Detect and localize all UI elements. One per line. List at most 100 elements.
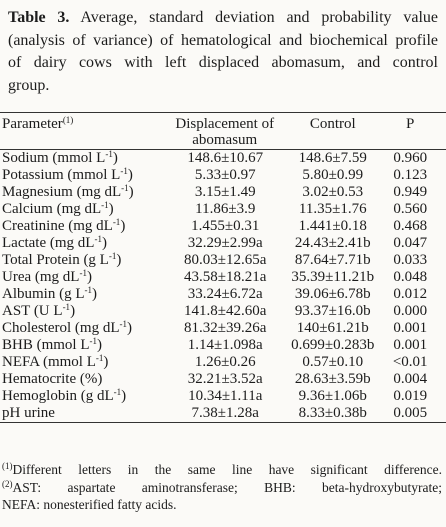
cell-p-value: <0.01 [392, 354, 428, 370]
cell-control: 35.39±11.21b [291, 269, 375, 285]
cell-parameter: AST (U L-1) [0, 303, 159, 320]
cell-control: 0.699±0.283b [291, 337, 375, 353]
footnote-2: (2)AST: aspartate aminotransferase; BHB:… [2, 479, 442, 497]
parameter-name: Sodium (mmol L [2, 150, 106, 166]
table-row: Lactate (mg dL-1) 32.29±2.99a 24.43±2.41b 0… [0, 235, 446, 252]
parameter-close: ) [127, 167, 133, 183]
cell-displacement: 43.58±18.21a [184, 269, 267, 285]
parameter-unit-exponent: -1 [89, 336, 98, 346]
parameter-name: Hematocrite (%) [2, 371, 103, 387]
cell-control: 93.37±16.0b [294, 303, 371, 319]
parameter-unit-exponent: -1 [108, 251, 117, 261]
parameter-unit-exponent: -1 [101, 200, 109, 210]
header-displacement-line2: abomasum [192, 132, 258, 148]
cell-p-value: 0.960 [393, 150, 428, 166]
cell-displacement: 7.38±1.28a [191, 405, 259, 421]
table-row: Creatinine (mg dL-1) 1.455±0.31 1.441±0.18… [0, 218, 446, 235]
header-row: Parameter(1) Displacement of abomasum Con… [0, 112, 446, 150]
table-row: Cholesterol (mg dL-1) 81.32±39.26a 140±61.… [0, 320, 446, 337]
cell-control: 87.64±7.71b [294, 252, 371, 268]
cell-p-value: 0.468 [393, 218, 428, 234]
table-row: Calcium (mg dL-1) 11.86±3.9 11.35±1.76 0.56… [0, 201, 446, 218]
parameter-name: pH urine [2, 405, 55, 421]
cell-p-value: 0.123 [393, 167, 428, 183]
cell-parameter: Hematocrite (%) [0, 371, 159, 388]
cell-control: 28.63±3.59b [294, 371, 371, 387]
cell-parameter: BHB (mmol L-1) [0, 337, 159, 354]
cell-p-value: 0.949 [393, 184, 428, 200]
parameter-close: ) [101, 235, 107, 251]
header-displacement-line1: Displacement of [175, 116, 275, 132]
table-row: Urea (mg dL-1) 43.58±18.21a 35.39±11.21b 0.… [0, 269, 446, 286]
cell-control: 9.36±1.06b [298, 388, 367, 404]
cell-parameter: pH urine [0, 405, 159, 423]
cell-parameter: Hemoglobin (g dL-1) [0, 388, 159, 405]
cell-parameter: Calcium (mg dL-1) [0, 201, 159, 218]
parameter-close: ) [70, 303, 76, 319]
table-row: Hemoglobin (g dL-1) 10.34±1.11a 9.36±1.06b… [0, 388, 446, 405]
cell-displacement: 81.32±39.26a [184, 320, 267, 336]
header-parameter-note: (1) [62, 115, 74, 125]
cell-control: 24.43±2.41b [294, 235, 371, 251]
table-body: Sodium (mmol L-1) 148.6±10.67 148.6±7.59 0.… [0, 150, 446, 423]
table-label: Table 3. [8, 9, 70, 26]
footnotes: (1)Different letters in the same line ha… [2, 461, 442, 514]
cell-parameter: Cholesterol (mg dL-1) [0, 320, 159, 337]
parameter-name: Hemoglobin (g dL [2, 388, 114, 404]
table-row: NEFA (mmol L-1) 1.26±0.26 0.57±0.10 <0.01 [0, 354, 446, 371]
table-caption: Table 3. Average, standard deviation and… [8, 7, 438, 97]
header-parameter-label: Parameter [2, 116, 63, 132]
parameter-close: ) [97, 337, 103, 353]
parameter-close: ) [103, 354, 109, 370]
parameter-unit-exponent: -1 [120, 166, 128, 176]
parameter-name: Magnesium (mg dL [2, 184, 122, 200]
parameter-unit-exponent: -1 [121, 183, 129, 193]
table-row: AST (U L-1) 141.8±42.60a 93.37±16.0b 0.000 [0, 303, 446, 320]
caption-line-2: (analysis of variance) of hematological … [8, 31, 438, 49]
cell-displacement: 1.455±0.31 [191, 218, 260, 234]
cell-p-value: 0.012 [393, 286, 428, 302]
cell-displacement: 32.29±2.99a [187, 235, 263, 251]
caption-line-3: of dairy cows with left displaced abomas… [8, 54, 438, 71]
table-row: Potassium (mmol L-1) 5.33±0.97 5.80±0.99 0.… [0, 167, 446, 184]
header-p: P [406, 116, 415, 132]
parameter-close: ) [112, 150, 118, 166]
cell-control: 3.02±0.53 [302, 184, 364, 200]
cell-control: 39.06±6.78b [294, 286, 371, 302]
parameter-close: ) [128, 184, 134, 200]
caption-text-1: Average, standard deviation and probabil… [80, 9, 438, 26]
cell-p-value: 0.005 [393, 405, 428, 421]
parameter-unit-exponent: -1 [79, 268, 87, 278]
parameter-unit-exponent: -1 [94, 234, 102, 244]
cell-parameter: Magnesium (mg dL-1) [0, 184, 159, 201]
table-header: Parameter(1) Displacement of abomasum Con… [0, 112, 446, 150]
parameter-name: Potassium (mmol L [2, 167, 121, 183]
table-row: Total Protein (g L-1) 80.03±12.65a 87.64±7… [0, 252, 446, 269]
cell-parameter: Lactate (mg dL-1) [0, 235, 159, 252]
cell-parameter: Albumin (g L-1) [0, 286, 159, 303]
cell-control: 140±61.21b [296, 320, 369, 336]
cell-p-value: 0.560 [393, 201, 428, 217]
cell-p-value: 0.001 [393, 320, 428, 336]
parameter-close: ) [86, 269, 92, 285]
cell-displacement: 1.14±1.098a [187, 337, 263, 353]
cell-parameter: Creatinine (mg dL-1) [0, 218, 159, 235]
caption-line-1: Table 3. Average, standard deviation and… [8, 7, 438, 30]
cell-displacement: 3.15±1.49 [194, 184, 256, 200]
table-row: BHB (mmol L-1) 1.14±1.098a 0.699±0.283b 0.0… [0, 337, 446, 354]
cell-parameter: Potassium (mmol L-1) [0, 167, 159, 184]
cell-parameter: Sodium (mmol L-1) [0, 150, 159, 168]
parameter-name: Lactate (mg dL [2, 235, 95, 251]
cell-parameter: Total Protein (g L-1) [0, 252, 159, 269]
cell-displacement: 5.33±0.97 [194, 167, 256, 183]
cell-p-value: 0.047 [393, 235, 428, 251]
parameter-name: Urea (mg dL [2, 269, 80, 285]
parameter-close: ) [108, 201, 114, 217]
cell-control: 8.33±0.38b [298, 405, 367, 421]
table-row: Albumin (g L-1) 33.24±6.72a 39.06±6.78b 0.0… [0, 286, 446, 303]
parameter-name: BHB (mmol L [2, 337, 90, 353]
cell-p-value: 0.004 [393, 371, 428, 387]
footnote-1: (1)Different letters in the same line ha… [2, 461, 442, 479]
cell-parameter: NEFA (mmol L-1) [0, 354, 159, 371]
parameter-name: Creatinine (mg dL [2, 218, 113, 234]
